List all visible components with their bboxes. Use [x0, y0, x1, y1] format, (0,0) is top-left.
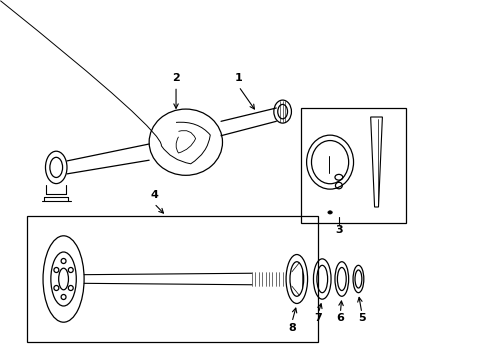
Text: 1: 1 [234, 73, 242, 84]
Text: 2: 2 [172, 73, 180, 84]
Text: 5: 5 [357, 313, 365, 323]
Text: 7: 7 [314, 313, 322, 323]
Ellipse shape [327, 211, 332, 214]
Text: 4: 4 [150, 190, 158, 201]
Text: 3: 3 [334, 225, 342, 235]
Bar [27, 216, 317, 342]
Text: 8: 8 [287, 323, 295, 333]
Text: 6: 6 [336, 313, 344, 323]
Bar [300, 108, 405, 223]
